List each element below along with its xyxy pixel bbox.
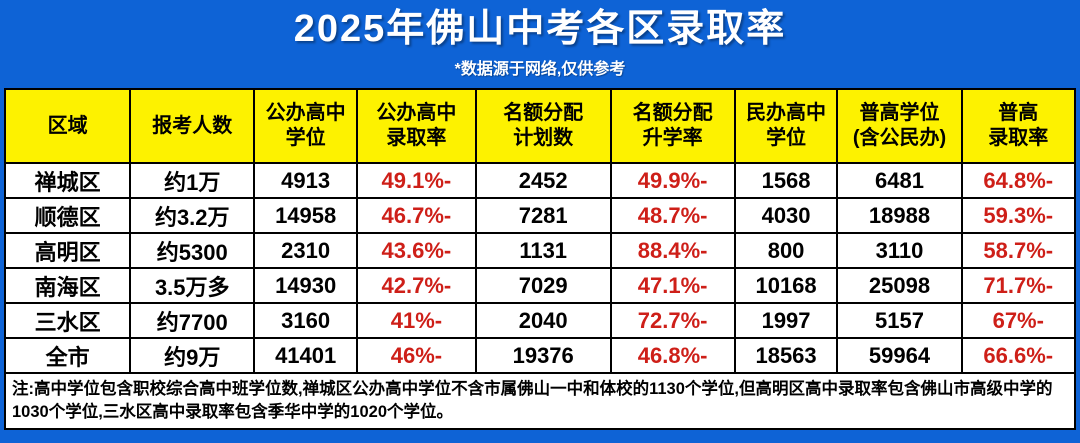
column-header: 普高 录取率 [960, 88, 1077, 164]
table-wrap: 区域 报考人数 公办高中 学位 公办高中 录取率 名额分配 计划数 名额分配 升学率 民办高… [3, 88, 1077, 431]
value-cell: 约9万 [129, 337, 256, 374]
value-cell: 64.8%- [960, 162, 1077, 199]
table-row: 三水区 约7700 3160 41%- 2040 72.7%- 1997 5157 67%- [3, 302, 1077, 339]
value-cell: 18988 [836, 197, 963, 234]
page-subtitle: *数据源于网络,仅供参考 [454, 60, 626, 78]
value-cell: 19376 [474, 337, 612, 374]
value-cell: 5157 [836, 302, 963, 339]
header-row: 区域 报考人数 公办高中 学位 公办高中 录取率 名额分配 计划数 名额分配 升学率 民办高… [3, 88, 1077, 164]
value-cell: 49.9%- [609, 162, 736, 199]
column-header: 公办高中 录取率 [356, 88, 477, 164]
value-cell: 3160 [253, 302, 359, 339]
value-cell: 46%- [356, 337, 477, 374]
value-cell: 约7700 [129, 302, 256, 339]
value-cell: 14930 [253, 267, 359, 304]
value-cell: 46.7%- [356, 197, 477, 234]
table-row: 顺德区 约3.2万 14958 46.7%- 7281 48.7%- 4030 18988 59… [3, 197, 1077, 234]
value-cell: 3.5万多 [129, 267, 256, 304]
district-cell: 禅城区 [3, 162, 132, 199]
value-cell: 71.7%- [960, 267, 1077, 304]
title-band: 2025年佛山中考各区录取率 *数据源于网络,仅供参考 [0, 0, 1080, 88]
value-cell: 2040 [474, 302, 612, 339]
value-cell: 约5300 [129, 232, 256, 269]
table-row: 禅城区 约1万 4913 49.1%- 2452 49.9%- 1568 6481 64.8%- [3, 162, 1077, 199]
value-cell: 88.4%- [609, 232, 736, 269]
district-cell: 顺德区 [3, 197, 132, 234]
column-header: 区域 [3, 88, 132, 164]
value-cell: 4913 [253, 162, 359, 199]
value-cell: 66.6%- [960, 337, 1077, 374]
column-header: 报考人数 [129, 88, 256, 164]
value-cell: 14958 [253, 197, 359, 234]
value-cell: 1997 [733, 302, 839, 339]
note-row: 注:高中学位包含职校综合高中班学位数,禅城区公办高中学位不含市属佛山一中和体校的… [4, 371, 1076, 431]
value-cell: 41401 [253, 337, 359, 374]
value-cell: 49.1%- [356, 162, 477, 199]
value-cell: 2452 [474, 162, 612, 199]
value-cell: 2310 [253, 232, 359, 269]
table-row: 全市 约9万 41401 46%- 19376 46.8%- 18563 59964 66.6%… [3, 337, 1077, 374]
value-cell: 7281 [474, 197, 612, 234]
value-cell: 42.7%- [356, 267, 477, 304]
value-cell: 41%- [356, 302, 477, 339]
value-cell: 7029 [474, 267, 612, 304]
value-cell: 59964 [836, 337, 963, 374]
table-body: 禅城区 约1万 4913 49.1%- 2452 49.9%- 1568 6481 64.8%-… [3, 162, 1077, 374]
column-header: 民办高中 学位 [733, 88, 839, 164]
value-cell: 约3.2万 [129, 197, 256, 234]
value-cell: 47.1%- [609, 267, 736, 304]
value-cell: 25098 [836, 267, 963, 304]
column-header: 普高学位 (含公民办) [836, 88, 963, 164]
column-header: 公办高中 学位 [253, 88, 359, 164]
value-cell: 46.8%- [609, 337, 736, 374]
admission-rate-table: 区域 报考人数 公办高中 学位 公办高中 录取率 名额分配 计划数 名额分配 升学率 民办高… [3, 88, 1077, 431]
column-header: 名额分配 计划数 [474, 88, 612, 164]
value-cell: 10168 [733, 267, 839, 304]
district-cell: 高明区 [3, 232, 132, 269]
value-cell: 48.7%- [609, 197, 736, 234]
value-cell: 43.6%- [356, 232, 477, 269]
value-cell: 1131 [474, 232, 612, 269]
value-cell: 18563 [733, 337, 839, 374]
footnote: 注:高中学位包含职校综合高中班学位数,禅城区公办高中学位不含市属佛山一中和体校的… [4, 371, 1076, 431]
value-cell: 4030 [733, 197, 839, 234]
value-cell: 约1万 [129, 162, 256, 199]
value-cell: 6481 [836, 162, 963, 199]
value-cell: 67%- [960, 302, 1077, 339]
district-cell: 三水区 [3, 302, 132, 339]
value-cell: 1568 [733, 162, 839, 199]
value-cell: 72.7%- [609, 302, 736, 339]
value-cell: 800 [733, 232, 839, 269]
column-header: 名额分配 升学率 [609, 88, 736, 164]
district-cell: 全市 [3, 337, 132, 374]
value-cell: 58.7%- [960, 232, 1077, 269]
value-cell: 59.3%- [960, 197, 1077, 234]
table-row: 高明区 约5300 2310 43.6%- 1131 88.4%- 800 3110 58.7%… [3, 232, 1077, 269]
table-row: 南海区 3.5万多 14930 42.7%- 7029 47.1%- 10168 25098 7… [3, 267, 1077, 304]
page-title: 2025年佛山中考各区录取率 [293, 8, 787, 51]
district-cell: 南海区 [3, 267, 132, 304]
value-cell: 3110 [836, 232, 963, 269]
